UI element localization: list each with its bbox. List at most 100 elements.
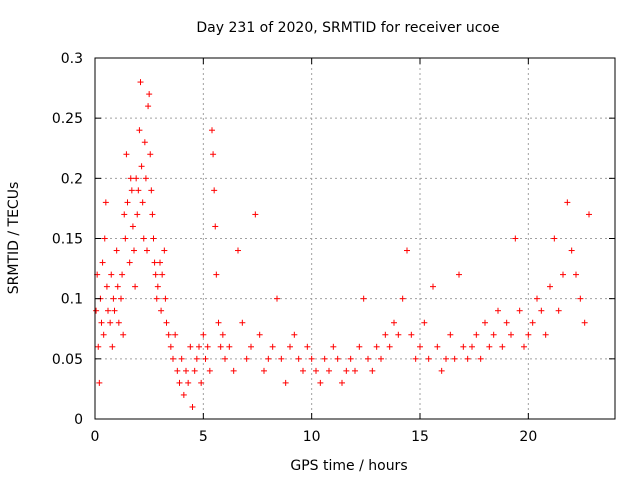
data-point (330, 343, 337, 350)
data-point (486, 343, 493, 350)
data-point (499, 343, 506, 350)
x-axis-label: GPS time / hours (290, 458, 407, 474)
data-point (142, 175, 149, 182)
data-point (391, 319, 397, 326)
data-point (516, 307, 523, 314)
data-point (308, 355, 315, 362)
data-point (282, 379, 289, 386)
data-point (109, 343, 116, 350)
data-point (456, 271, 462, 278)
data-point (274, 295, 280, 302)
y-tick-label: 0.25 (52, 111, 83, 127)
data-point (360, 295, 367, 302)
data-point (555, 307, 562, 314)
data-point (521, 343, 527, 350)
x-tick-label: 0 (91, 429, 100, 445)
data-point (369, 367, 376, 374)
data-point (210, 151, 217, 158)
data-point (111, 307, 118, 314)
data-point (108, 271, 115, 278)
data-point (313, 367, 319, 374)
data-point (434, 343, 441, 350)
data-point (141, 139, 148, 146)
data-point (196, 343, 202, 350)
data-point (339, 379, 345, 386)
data-point (291, 331, 298, 338)
data-point (378, 355, 384, 362)
data-point (464, 355, 471, 362)
data-point (163, 319, 170, 326)
data-point (150, 235, 157, 242)
data-point (256, 331, 263, 338)
data-point (451, 355, 458, 362)
data-point (93, 307, 100, 314)
data-point (395, 331, 402, 338)
data-point (140, 235, 147, 242)
axis-ticks: 0 5 10 15 20 0 0.05 0.1 0.15 0.2 0.25 0.3 (52, 51, 615, 445)
data-point (417, 343, 423, 350)
data-point (408, 331, 415, 338)
data-point (222, 355, 228, 362)
data-point (382, 331, 389, 338)
data-point (152, 271, 159, 278)
data-point (185, 379, 192, 386)
y-tick-label: 0.15 (52, 232, 83, 248)
data-point (373, 343, 380, 350)
data-point (495, 307, 501, 314)
data-point (278, 355, 285, 362)
data-point (209, 127, 215, 134)
data-point (149, 211, 156, 218)
y-tick-label: 0.3 (61, 51, 83, 67)
data-point (131, 247, 137, 254)
data-point (176, 379, 183, 386)
data-point (317, 379, 324, 386)
data-point (193, 355, 200, 362)
data-point (399, 295, 406, 302)
data-point (122, 235, 129, 242)
data-point (191, 367, 198, 374)
data-point (577, 295, 584, 302)
data-point (135, 187, 142, 194)
data-point (447, 331, 454, 338)
data-point (211, 187, 218, 194)
data-point (162, 295, 169, 302)
data-point (115, 319, 122, 326)
data-point (187, 343, 194, 350)
data-point (204, 343, 211, 350)
data-point (219, 331, 226, 338)
grid (95, 58, 615, 419)
data-point (352, 367, 358, 374)
data-point (180, 391, 187, 398)
y-axis-label: SRMTID / TECUs (6, 182, 22, 295)
data-point (295, 355, 302, 362)
data-point (213, 271, 220, 278)
data-point (215, 319, 222, 326)
data-point (235, 247, 241, 254)
data-point (198, 379, 205, 386)
data-point (114, 283, 121, 290)
data-point (124, 199, 131, 206)
data-point (206, 367, 213, 374)
data-point (261, 367, 267, 374)
data-point (425, 355, 432, 362)
data-point (547, 283, 553, 290)
chart-title: Day 231 of 2020, SRMTID for receiver uco… (196, 20, 499, 36)
data-point (469, 343, 475, 350)
data-point (460, 343, 467, 350)
data-point (165, 331, 172, 338)
data-point (477, 355, 484, 362)
data-point (128, 187, 135, 194)
data-point (144, 247, 150, 254)
data-point (512, 235, 519, 242)
data-point (534, 295, 540, 302)
data-point (586, 211, 592, 218)
data-point (200, 331, 207, 338)
data-point (212, 223, 219, 230)
data-point (110, 295, 117, 302)
data-point (123, 151, 130, 158)
data-point (300, 367, 306, 374)
data-point (508, 331, 514, 338)
data-point (157, 259, 163, 266)
data-point (529, 319, 536, 326)
data-point (560, 271, 566, 278)
